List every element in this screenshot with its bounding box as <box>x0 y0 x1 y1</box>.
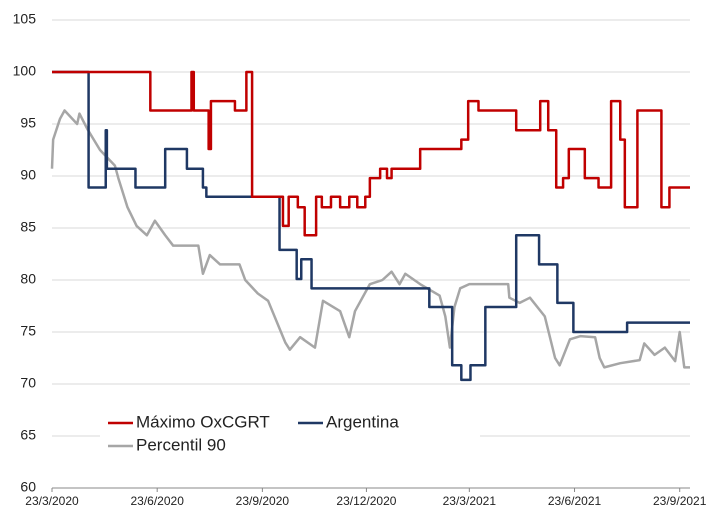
legend-box <box>100 410 480 460</box>
y-tick-label: 60 <box>20 479 36 495</box>
x-tick-label: 23/12/2020 <box>336 494 396 508</box>
line-series <box>50 109 690 369</box>
y-tick-label: 75 <box>20 323 36 339</box>
y-tick-label: 85 <box>20 219 36 235</box>
legend-label: Máximo OxCGRT <box>136 412 270 431</box>
x-tick-label: 23/6/2020 <box>130 494 184 508</box>
y-tick-label: 100 <box>13 63 37 79</box>
x-tick-label: 23/6/2021 <box>548 494 602 508</box>
legend-label: Percentil 90 <box>136 435 226 454</box>
x-tick-label: 23/3/2020 <box>25 494 79 508</box>
x-tick-label: 23/3/2021 <box>443 494 497 508</box>
y-tick-label: 105 <box>13 11 37 27</box>
y-tick-label: 70 <box>20 375 36 391</box>
y-tick-label: 90 <box>20 167 36 183</box>
line-series <box>52 70 690 237</box>
legend: Máximo OxCGRT Argentina Percentil 90 <box>100 410 480 460</box>
y-tick-label: 65 <box>20 427 36 443</box>
line-series <box>52 70 690 382</box>
x-tick-label: 23/9/2020 <box>236 494 290 508</box>
legend-label: Argentina <box>326 412 399 431</box>
y-tick-label: 80 <box>20 271 36 287</box>
y-tick-label: 95 <box>20 115 36 131</box>
x-tick-label: 23/9/2021 <box>653 494 707 508</box>
